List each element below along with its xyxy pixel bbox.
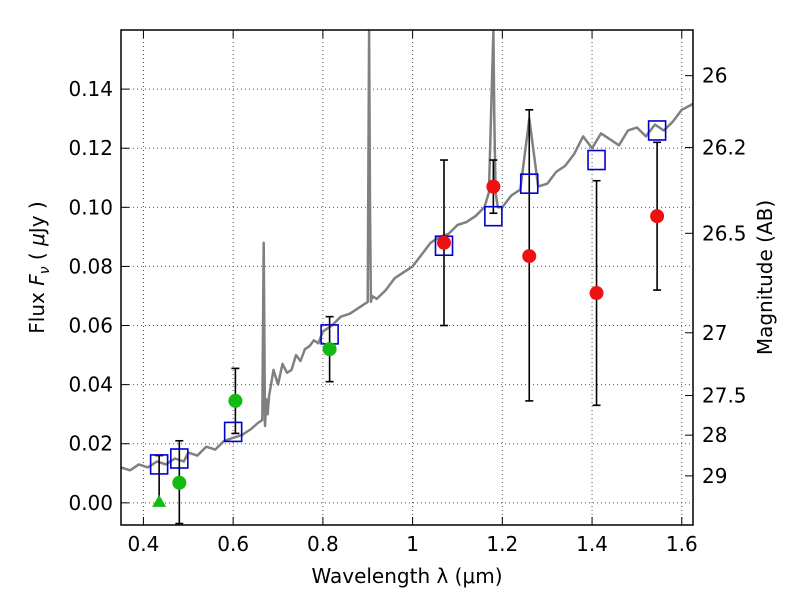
nir-detection-point — [486, 179, 501, 194]
mag-tick-label: 29 — [702, 464, 727, 488]
mag-tick-label: 27 — [702, 321, 727, 345]
x-tick-label: 1.6 — [666, 532, 698, 556]
model-spectrum-layer — [121, 30, 693, 472]
x-tick-label: 0.4 — [128, 532, 160, 556]
nir-detection-point — [650, 209, 665, 224]
y-tick-label: 0.10 — [68, 195, 113, 219]
y-axis-title: Flux Fν ( μJy ) — [25, 201, 53, 333]
x-tick-label: 0.8 — [307, 532, 339, 556]
upper-limit-triangle — [152, 494, 167, 507]
y-tick-label: 0.02 — [68, 432, 113, 456]
marker-layer — [149, 108, 667, 525]
tick-layer — [121, 30, 693, 525]
x-tick-label: 1.4 — [576, 532, 608, 556]
nir-detection-point — [589, 286, 604, 301]
model-photometry-square — [484, 205, 503, 227]
y-tick-label: 0.06 — [68, 314, 113, 338]
tick-labels: 0.4 0.6 0.8 1 1.2 1.4 1.6 0.00 0.02 0.04 0.06 0.08 0… — [68, 64, 746, 556]
optical-detection-point — [322, 342, 337, 357]
optical-detection-point — [228, 393, 243, 408]
nir-detection-point — [437, 235, 452, 250]
model-photometry-square — [149, 454, 169, 475]
model-photometry-square — [647, 120, 667, 141]
x-axis-title: Wavelength λ (μm) — [311, 564, 502, 588]
y-tick-label: 0.08 — [68, 254, 113, 278]
optical-detection-point — [172, 475, 187, 490]
model-spectrum-line — [121, 30, 693, 472]
model-photometry-square — [519, 173, 539, 194]
y-tick-label: 0.14 — [68, 77, 113, 101]
mag-tick-label: 26.5 — [702, 221, 747, 245]
plot-frame — [120, 29, 694, 526]
y-tick-label: 0.12 — [68, 136, 113, 160]
mag-tick-label: 26 — [702, 64, 727, 88]
x-tick-label: 1.2 — [486, 532, 518, 556]
mag-tick-label: 28 — [702, 423, 727, 447]
model-photometry-square — [223, 421, 243, 443]
grid — [121, 30, 693, 525]
mag-tick-label: 26.2 — [702, 136, 747, 160]
nir-detection-point — [522, 249, 537, 264]
y-axis-right-title: Magnitude (AB) — [753, 200, 777, 355]
x-tick-label: 1 — [406, 532, 419, 556]
mag-tick-label: 27.5 — [702, 384, 747, 408]
y-tick-label: 0.04 — [68, 373, 113, 397]
model-photometry-square — [587, 149, 606, 171]
y-tick-label: 0.00 — [68, 491, 113, 515]
x-tick-label: 0.6 — [217, 532, 249, 556]
model-photometry-square — [170, 448, 189, 469]
